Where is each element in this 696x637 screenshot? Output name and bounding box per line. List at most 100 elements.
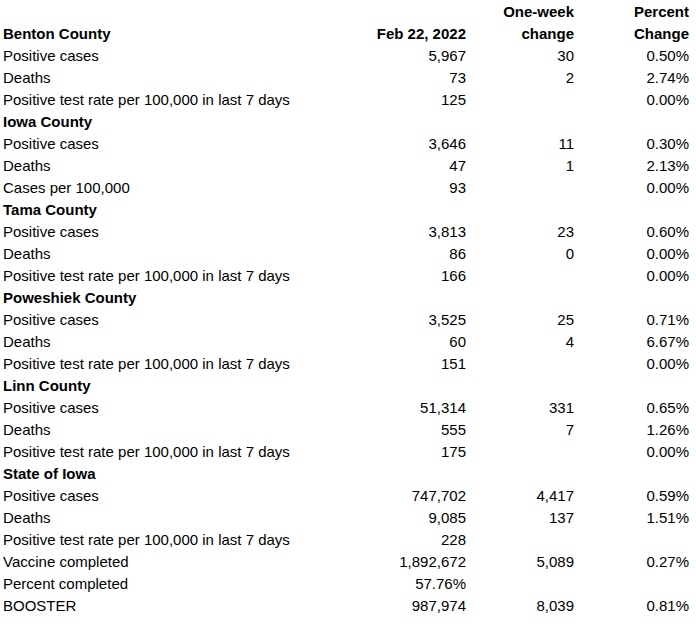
col-header-oneweek-change-line2: change: [466, 25, 574, 42]
oneweek-change-cell: 5,089: [466, 553, 574, 570]
oneweek-change-cell: 137: [466, 509, 574, 526]
row-label-cell: Positive test rate per 100,000 in last 7…: [0, 355, 346, 372]
table-row: Deaths8600.00%: [0, 242, 696, 264]
table-row: Deaths6046.67%: [0, 330, 696, 352]
table-row: Deaths7322.74%: [0, 66, 696, 88]
percent-change-cell: 0.00%: [574, 179, 696, 196]
row-label-cell: Positive cases: [0, 47, 346, 64]
table-row: Positive test rate per 100,000 in last 7…: [0, 264, 696, 286]
row-label-cell: BOOSTER: [0, 597, 346, 614]
value-cell: 73: [346, 69, 466, 86]
percent-change-cell: 0.00%: [574, 443, 696, 460]
oneweek-change-cell: 0: [466, 245, 574, 262]
percent-change-cell: 6.67%: [574, 333, 696, 350]
column-header-row-1: One-week Percent: [0, 0, 696, 22]
table-row: Percent completed57.76%: [0, 572, 696, 594]
value-cell: 987,974: [346, 597, 466, 614]
percent-change-cell: 0.00%: [574, 267, 696, 284]
percent-change-cell: 0.59%: [574, 487, 696, 504]
row-label-cell: Positive cases: [0, 399, 346, 416]
oneweek-change-cell: 4: [466, 333, 574, 350]
value-cell: 86: [346, 245, 466, 262]
value-cell: 3,813: [346, 223, 466, 240]
row-label-cell: Deaths: [0, 333, 346, 350]
percent-change-cell: 0.81%: [574, 597, 696, 614]
value-cell: 57.76%: [346, 575, 466, 592]
row-label-cell: Positive test rate per 100,000 in last 7…: [0, 91, 346, 108]
section-header-benton-county: Benton County: [0, 25, 346, 42]
oneweek-change-cell: 25: [466, 311, 574, 328]
value-cell: 1,892,672: [346, 553, 466, 570]
oneweek-change-cell: 8,039: [466, 597, 574, 614]
value-cell: 9,085: [346, 509, 466, 526]
oneweek-change-cell: 331: [466, 399, 574, 416]
percent-change-cell: 0.00%: [574, 245, 696, 262]
row-label-cell: Linn County: [0, 377, 346, 394]
percent-change-cell: 1.26%: [574, 421, 696, 438]
section-header-row: Poweshiek County: [0, 286, 696, 308]
percent-change-cell: 0.50%: [574, 47, 696, 64]
percent-change-cell: 0.27%: [574, 553, 696, 570]
value-cell: 175: [346, 443, 466, 460]
table-row: Positive test rate per 100,000 in last 7…: [0, 352, 696, 374]
table-row: BOOSTER987,9748,0390.81%: [0, 594, 696, 616]
percent-change-cell: 2.74%: [574, 69, 696, 86]
table-body: Positive cases5,967300.50%Deaths7322.74%…: [0, 44, 696, 616]
row-label-cell: Tama County: [0, 201, 346, 218]
row-label-cell: Positive cases: [0, 311, 346, 328]
oneweek-change-cell: 30: [466, 47, 574, 64]
oneweek-change-cell: 1: [466, 157, 574, 174]
row-label-cell: Deaths: [0, 421, 346, 438]
percent-change-cell: 2.13%: [574, 157, 696, 174]
value-cell: 151: [346, 355, 466, 372]
section-header-row: Tama County: [0, 198, 696, 220]
oneweek-change-cell: 7: [466, 421, 574, 438]
value-cell: 3,525: [346, 311, 466, 328]
table-row: Deaths9,0851371.51%: [0, 506, 696, 528]
table-row: Positive cases3,813230.60%: [0, 220, 696, 242]
section-header-row: Linn County: [0, 374, 696, 396]
col-header-percent-change-line2: Change: [574, 25, 696, 42]
covid-stats-table: One-week Percent Benton County Feb 22, 2…: [0, 0, 696, 637]
table-row: Deaths55571.26%: [0, 418, 696, 440]
value-cell: 51,314: [346, 399, 466, 416]
table-row: Positive cases747,7024,4170.59%: [0, 484, 696, 506]
value-cell: 93: [346, 179, 466, 196]
table-row: Positive test rate per 100,000 in last 7…: [0, 88, 696, 110]
table-row: Positive test rate per 100,000 in last 7…: [0, 440, 696, 462]
table-row: Vaccine completed1,892,6725,0890.27%: [0, 550, 696, 572]
table-row: Deaths4712.13%: [0, 154, 696, 176]
percent-change-cell: 0.00%: [574, 355, 696, 372]
table-row: Positive test rate per 100,000 in last 7…: [0, 528, 696, 550]
row-label-cell: Positive test rate per 100,000 in last 7…: [0, 531, 346, 548]
section-header-row: State of Iowa: [0, 462, 696, 484]
row-label-cell: Percent completed: [0, 575, 346, 592]
row-label-cell: Deaths: [0, 69, 346, 86]
percent-change-cell: 0.65%: [574, 399, 696, 416]
oneweek-change-cell: 11: [466, 135, 574, 152]
section-header-row: Iowa County: [0, 110, 696, 132]
row-label-cell: Positive cases: [0, 135, 346, 152]
oneweek-change-cell: 23: [466, 223, 574, 240]
value-cell: 555: [346, 421, 466, 438]
row-label-cell: Cases per 100,000: [0, 179, 346, 196]
table-row: Positive cases3,646110.30%: [0, 132, 696, 154]
col-header-date: Feb 22, 2022: [346, 25, 466, 42]
oneweek-change-cell: 4,417: [466, 487, 574, 504]
row-label-cell: Positive cases: [0, 487, 346, 504]
percent-change-cell: 0.60%: [574, 223, 696, 240]
row-label-cell: Positive cases: [0, 223, 346, 240]
row-label-cell: State of Iowa: [0, 465, 346, 482]
row-label-cell: Deaths: [0, 245, 346, 262]
value-cell: 747,702: [346, 487, 466, 504]
column-header-row-2: Benton County Feb 22, 2022 change Change: [0, 22, 696, 44]
value-cell: 228: [346, 531, 466, 548]
percent-change-cell: 1.51%: [574, 509, 696, 526]
row-label-cell: Deaths: [0, 157, 346, 174]
value-cell: 47: [346, 157, 466, 174]
row-label-cell: Vaccine completed: [0, 553, 346, 570]
row-label-cell: Iowa County: [0, 113, 346, 130]
percent-change-cell: 0.00%: [574, 91, 696, 108]
table-row: Positive cases3,525250.71%: [0, 308, 696, 330]
value-cell: 60: [346, 333, 466, 350]
